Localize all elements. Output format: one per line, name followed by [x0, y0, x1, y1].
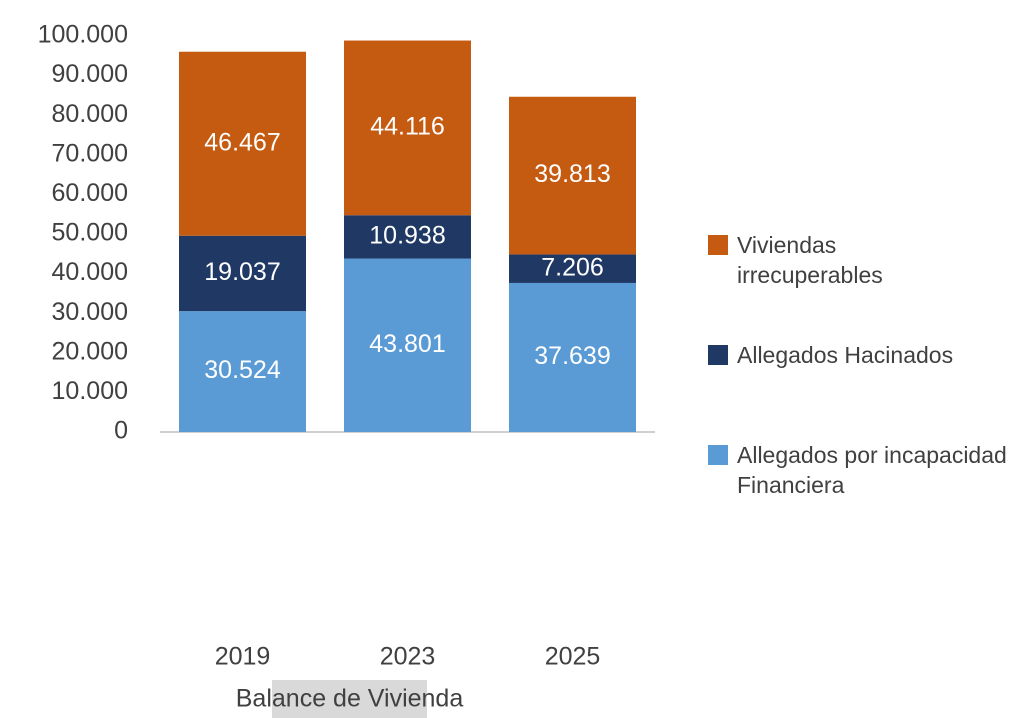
legend-label: Allegados Hacinados — [737, 342, 954, 368]
legend-entry: Allegados Hacinados — [708, 340, 1007, 370]
y-tick-label: 40.000 — [52, 258, 128, 286]
data-label: 10.938 — [369, 222, 445, 250]
y-tick-label: 70.000 — [52, 139, 128, 167]
bar-segment — [344, 40, 471, 216]
x-tick-label: 2025 — [545, 643, 601, 671]
x-tick-label: 2019 — [215, 643, 271, 671]
legend-entry: Allegados por incapacidad Financiera — [708, 440, 1007, 500]
legend-swatch — [708, 445, 728, 465]
bar-segment — [179, 51, 306, 236]
legend-entry: Viviendas irrecuperables — [708, 230, 937, 290]
y-tick-label: 0 — [114, 417, 128, 445]
legend-label: Allegados por incapacidad Financiera — [737, 442, 1007, 498]
y-tick-label: 90.000 — [52, 60, 128, 88]
data-label: 7.206 — [541, 253, 604, 281]
y-tick-label: 80.000 — [52, 100, 128, 128]
bar-segment — [509, 254, 636, 283]
data-label: 19.037 — [204, 258, 280, 286]
data-label: 46.467 — [204, 128, 280, 156]
bar-segment — [344, 215, 471, 259]
legend-swatch — [708, 235, 728, 255]
legend-label: Viviendas irrecuperables — [737, 232, 883, 288]
y-tick-label: 20.000 — [52, 337, 128, 365]
bar-segment — [344, 258, 471, 432]
bar-segment — [509, 96, 636, 255]
data-label: 37.639 — [534, 342, 610, 370]
y-tick-label: 10.000 — [52, 377, 128, 405]
y-tick-label: 60.000 — [52, 179, 128, 207]
data-label: 43.801 — [369, 330, 445, 358]
data-label: 30.524 — [204, 356, 281, 384]
bar-segment — [509, 282, 636, 432]
y-tick-label: 30.000 — [52, 298, 128, 326]
data-label: 44.116 — [370, 112, 445, 140]
x-axis-label: Balance de Vivienda — [236, 685, 464, 713]
xlabel-box — [272, 680, 427, 718]
bar-segment — [179, 235, 306, 312]
legend-swatch — [708, 345, 728, 365]
x-tick-label: 2023 — [380, 643, 436, 671]
bar-segment — [179, 311, 306, 432]
data-label: 39.813 — [534, 160, 610, 188]
y-tick-label: 100.000 — [38, 21, 128, 49]
y-tick-label: 50.000 — [52, 219, 128, 247]
